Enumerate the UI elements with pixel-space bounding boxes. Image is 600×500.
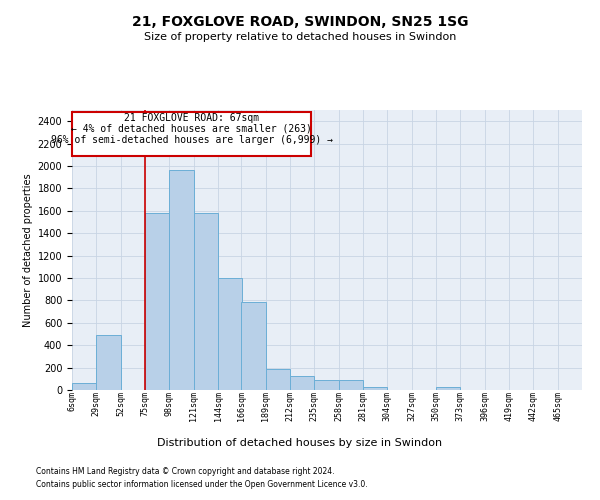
Bar: [194, 213, 218, 390]
Y-axis label: Number of detached properties: Number of detached properties: [23, 173, 34, 327]
Text: 21, FOXGLOVE ROAD, SWINDON, SN25 1SG: 21, FOXGLOVE ROAD, SWINDON, SN25 1SG: [132, 15, 468, 29]
FancyBboxPatch shape: [72, 112, 311, 156]
Text: ← 4% of detached houses are smaller (263): ← 4% of detached houses are smaller (263…: [71, 124, 312, 134]
Text: 96% of semi-detached houses are larger (6,999) →: 96% of semi-detached houses are larger (…: [50, 134, 332, 144]
Bar: [241, 302, 266, 390]
Bar: [338, 380, 363, 390]
Text: Contains public sector information licensed under the Open Government Licence v3: Contains public sector information licen…: [36, 480, 368, 489]
Bar: [72, 384, 97, 390]
Bar: [314, 380, 338, 390]
Text: 21 FOXGLOVE ROAD: 67sqm: 21 FOXGLOVE ROAD: 67sqm: [124, 112, 259, 122]
Bar: [290, 376, 314, 390]
Bar: [266, 370, 290, 390]
Bar: [436, 386, 460, 390]
Bar: [218, 278, 242, 390]
Bar: [169, 170, 194, 390]
Text: Contains HM Land Registry data © Crown copyright and database right 2024.: Contains HM Land Registry data © Crown c…: [36, 467, 335, 476]
Bar: [97, 335, 121, 390]
Bar: [145, 213, 169, 390]
Bar: [363, 386, 388, 390]
Text: Distribution of detached houses by size in Swindon: Distribution of detached houses by size …: [157, 438, 443, 448]
Text: Size of property relative to detached houses in Swindon: Size of property relative to detached ho…: [144, 32, 456, 42]
